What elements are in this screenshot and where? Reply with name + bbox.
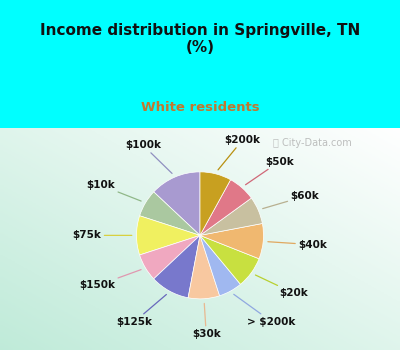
Wedge shape (154, 172, 200, 235)
Text: $30k: $30k (192, 303, 220, 338)
Text: > $200k: > $200k (234, 294, 296, 327)
Text: Income distribution in Springville, TN
(%): Income distribution in Springville, TN (… (40, 23, 360, 55)
Wedge shape (200, 198, 262, 235)
Text: $100k: $100k (125, 140, 172, 173)
Wedge shape (200, 172, 230, 235)
Text: ⓘ City-Data.com: ⓘ City-Data.com (273, 138, 351, 148)
Wedge shape (140, 192, 200, 235)
Wedge shape (200, 235, 240, 296)
Text: $75k: $75k (73, 230, 132, 240)
Text: $125k: $125k (116, 294, 166, 327)
Wedge shape (200, 180, 251, 235)
Text: White residents: White residents (141, 101, 259, 114)
Text: $20k: $20k (256, 275, 308, 298)
Wedge shape (200, 224, 264, 259)
Wedge shape (188, 235, 220, 299)
Wedge shape (140, 235, 200, 279)
Text: $200k: $200k (218, 135, 260, 170)
Text: $40k: $40k (268, 240, 327, 250)
Wedge shape (154, 235, 200, 298)
Wedge shape (200, 235, 259, 284)
Wedge shape (136, 216, 200, 255)
Text: $150k: $150k (79, 270, 141, 290)
Text: $10k: $10k (86, 180, 141, 201)
Text: $60k: $60k (263, 191, 319, 209)
Text: $50k: $50k (246, 156, 294, 185)
